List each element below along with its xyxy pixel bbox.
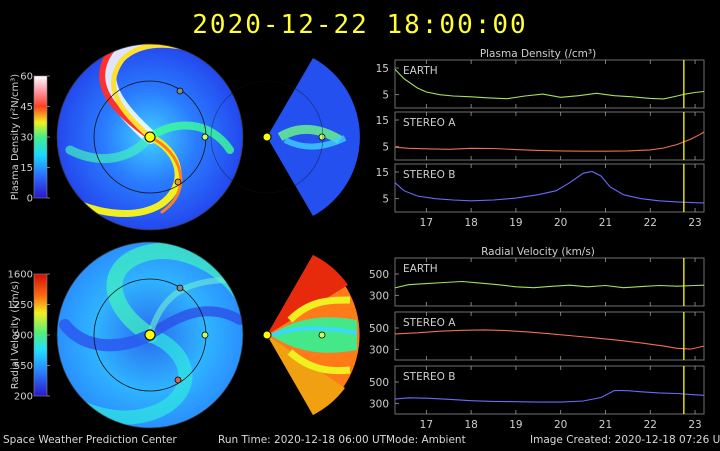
series-line-earth [394,280,705,289]
x-tick-label: 20 [554,419,567,431]
density-colorbar-label: Plasma Density (r²N/cm³) [10,74,21,201]
x-tick-label: 19 [509,217,522,229]
colorbar-tick-label: 200 [14,392,33,403]
x-tick-label: 20 [554,217,567,229]
timeseries-panel-earth: 15 5 EARTH [376,59,705,109]
x-tick-label: 23 [688,419,701,431]
series-line-earth [394,68,705,100]
x-tick-label: 19 [509,419,522,431]
density-timeseries-title: Plasma Density (/cm³) [480,48,596,60]
y-tick-label: 300 [369,344,389,356]
colorbar-tick-label: 15 [20,163,33,174]
footer-center: Space Weather Prediction Center [3,434,177,446]
colorbar-tick-label: 550 [14,361,33,372]
x-tick-label: 17 [420,419,433,431]
panel-label: STEREO A [403,317,456,329]
velocity-colorbar-label: Radial Velocity (km/s) [10,281,21,389]
velocity-meridional-wedge [262,255,360,415]
density-meridional-wedge [210,58,360,216]
y-tick-label: 15 [376,63,389,75]
timeseries-panel-stereo-b: 15 5 STEREO B 17 18 19 20 21 22 23 [376,163,705,229]
colorbar-tick-label: 45 [20,102,33,113]
footer-image-created: Image Created: 2020-12-18 07:26 UT [530,434,720,446]
sun-marker [144,131,156,143]
y-tick-label: 5 [382,90,389,102]
colorbar-tick-label: 30 [20,133,33,144]
colorbar-tick-label: 1600 [8,270,33,281]
series-line-stereo-a [394,131,705,152]
footer-run-time: Run Time: 2020-12-18 06:00 UT [218,434,387,446]
panel-label: STEREO B [403,169,455,181]
stereo-a-marker [174,178,182,186]
y-tick-label: 15 [376,167,389,179]
y-tick-label: 5 [382,142,389,154]
timeseries-panel-stereo-a: 15 5 STEREO A [376,111,705,161]
x-tick-label: 18 [464,419,477,431]
y-tick-label: 500 [369,323,389,335]
density-colorbar: Plasma Density (r²N/cm³) 60 45 30 15 0 [10,72,50,205]
timeseries-panels: 15 5 EARTH 15 5 STEREO A 15 5 STEREO B 17 18 19 20 21… [369,59,705,431]
timeseries-panel-stereo-b: 500 300 STEREO B 17 18 19 20 21 22 23 [369,365,705,431]
footer-mode: Mode: Ambient [386,434,466,446]
velocity-timeseries-title: Radial Velocity (km/s) [481,246,595,258]
y-tick-label: 500 [369,377,389,389]
panel-label: STEREO B [403,371,455,383]
x-tick-label: 22 [644,217,657,229]
x-tick-label: 21 [599,419,612,431]
velocity-colorbar: Radial Velocity (km/s) 1600 1250 900 550 200 [8,270,50,403]
colorbar-tick-label: 900 [14,331,33,342]
timestamp-title: 2020-12-22 18:00:00 [192,10,528,40]
x-tick-label: 23 [688,217,701,229]
density-ecliptic-disk [56,43,244,231]
series-line-stereo-b [394,170,705,204]
panel-label: EARTH [403,263,438,275]
earth-marker [201,133,209,141]
y-tick-label: 500 [369,269,389,281]
x-tick-label: 21 [599,217,612,229]
series-line-stereo-b [394,389,705,403]
y-tick-label: 5 [382,194,389,206]
velocity-ecliptic-disk [56,241,244,429]
y-tick-label: 15 [376,115,389,127]
panel-label: STEREO A [403,117,456,129]
colorbar-tick-label: 1250 [8,300,33,311]
colorbar-tick-label: 0 [27,194,33,205]
timeseries-panel-stereo-a: 500 300 STEREO A [369,311,705,361]
x-tick-label: 22 [644,419,657,431]
timeseries-panel-earth: 500 300 EARTH [369,257,705,307]
colorbar-tick-label: 60 [20,72,33,83]
stereo-b-marker [176,87,184,95]
y-tick-label: 300 [369,290,389,302]
x-tick-label: 17 [420,217,433,229]
x-tick-label: 18 [464,217,477,229]
panel-label: EARTH [403,65,438,77]
series-line-stereo-a [394,329,705,350]
y-tick-label: 300 [369,398,389,410]
